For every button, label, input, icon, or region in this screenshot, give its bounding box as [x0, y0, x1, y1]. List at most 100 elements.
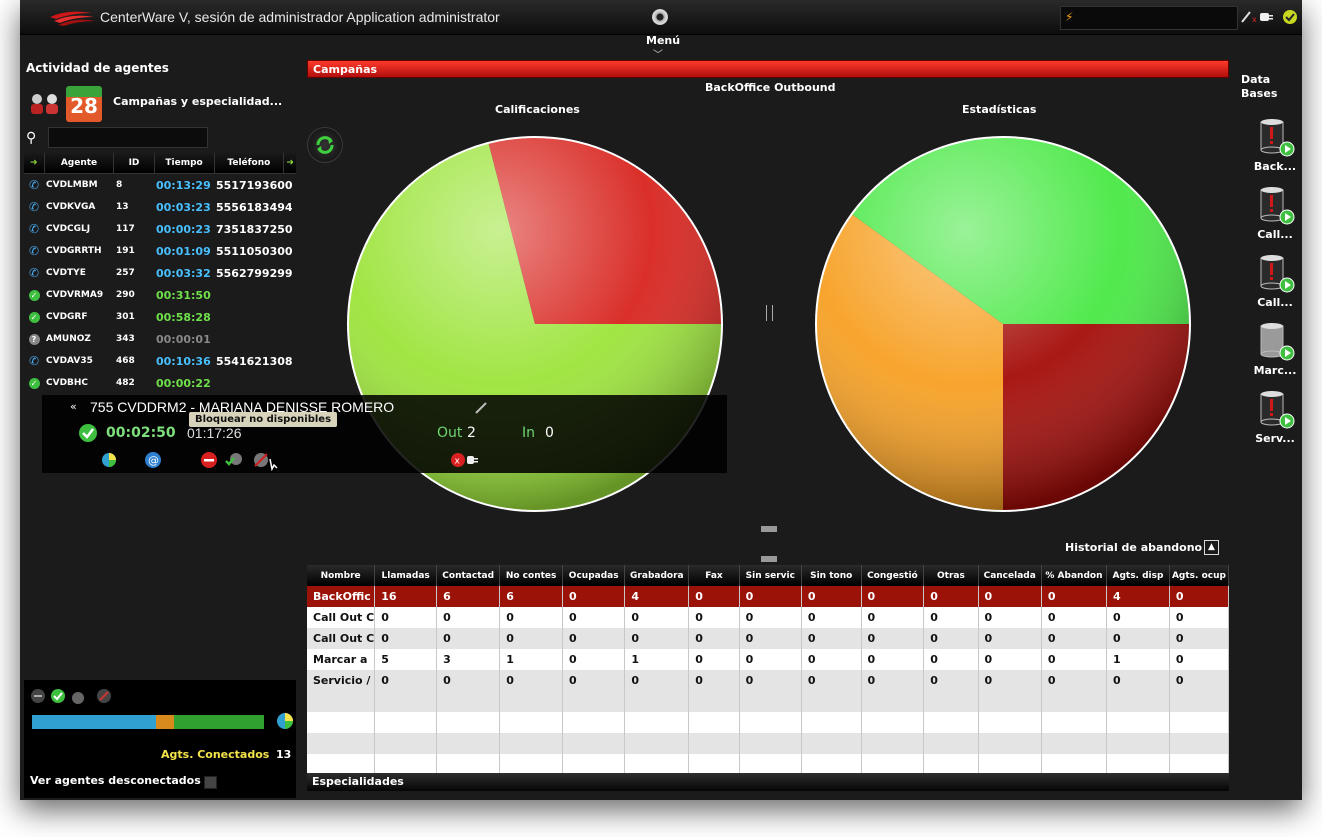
agent-row[interactable]: ✆ CVDGRRTH 191 00:01:09 5511050300: [24, 240, 296, 262]
column-agente[interactable]: Agente: [45, 153, 115, 173]
campaign-stats-table: Nombre Llamadas Contactad No contes Ocupadas…: [307, 565, 1230, 775]
menu-label[interactable]: Menú: [646, 34, 681, 47]
database-label: Call...: [1257, 228, 1293, 241]
agent-row[interactable]: ✆ CVDCGLJ 117 00:00:23 7351837250: [24, 218, 296, 240]
popup-block-unavailable-icon[interactable]: [252, 451, 278, 471]
table-column-header[interactable]: No contes: [499, 565, 563, 586]
table-cell: 0: [1169, 607, 1230, 628]
horizontal-splitter-handle-top[interactable]: [761, 526, 777, 532]
chart-right-title: Estadísticas: [962, 103, 1037, 116]
agent-row[interactable]: ✆ CVDAV35 468 00:10:36 5541621308: [24, 350, 296, 372]
table-column-header[interactable]: Grabadora: [624, 565, 690, 586]
table-row[interactable]: BackOffic 16 6 6 0 4 0 0 0 0 0 0 0 4 0: [307, 586, 1230, 607]
popup-available-icon[interactable]: [224, 451, 244, 469]
agent-row[interactable]: ✆ CVDTYE 257 00:03:32 5562799299: [24, 262, 296, 284]
available-status-icon: ✓: [28, 289, 40, 301]
menu-knob-icon[interactable]: [652, 9, 668, 25]
table-cell: 0: [499, 628, 563, 649]
table-column-header[interactable]: Congestió: [861, 565, 925, 586]
agent-status: ✆: [24, 266, 44, 280]
campaigns-header-bar[interactable]: Campañas: [307, 60, 1229, 78]
column-tiempo[interactable]: Tiempo: [155, 153, 215, 173]
agent-status: ✆: [24, 200, 44, 214]
database-item[interactable]: Marc...: [1250, 322, 1300, 377]
table-column-header[interactable]: Llamadas: [374, 565, 438, 586]
menu-chevron-icon[interactable]: ﹀: [653, 50, 663, 61]
column-id[interactable]: ID: [114, 153, 155, 173]
refresh-button[interactable]: [307, 127, 343, 163]
table-cell: [739, 733, 802, 754]
agents-summary-panel: Agts. Conectados 13 Ver agentes desconec…: [24, 680, 296, 798]
table-column-header[interactable]: Sin servic: [739, 565, 802, 586]
table-column-header[interactable]: Fax: [688, 565, 740, 586]
table-cell: [1169, 691, 1230, 712]
popup-disconnect-icon[interactable]: x: [450, 451, 480, 469]
connection-status-icons[interactable]: x: [1240, 8, 1300, 26]
table-cell: 0: [562, 628, 626, 649]
state-filter-icons[interactable]: [30, 686, 120, 708]
table-column-header[interactable]: Ocupadas: [562, 565, 626, 586]
database-item[interactable]: Back...: [1250, 118, 1300, 173]
agent-id: 482: [116, 378, 135, 388]
table-cell: 0: [688, 586, 740, 607]
agent-search-input[interactable]: [48, 127, 208, 148]
agent-detail-popup[interactable]: « 755 CVDDRM2 - MARIANA DENISSE ROMERO 0…: [42, 395, 727, 473]
table-cell: 0: [1169, 670, 1230, 691]
table-cell: [624, 712, 690, 733]
table-row[interactable]: Servicio /0 0 0 0 0 0 0 0 0 0 0 0 0 0: [307, 670, 1230, 691]
expand-left-arrow-icon[interactable]: ➜: [24, 153, 45, 173]
database-item[interactable]: Call...: [1250, 186, 1300, 241]
database-item[interactable]: Serv...: [1250, 390, 1300, 445]
phone-status-icon: ✆: [28, 244, 40, 258]
abandon-history-toggle-button[interactable]: ▲: [1204, 540, 1219, 555]
abandon-history-label: Historial de abandono: [1065, 541, 1203, 554]
svg-text:@: @: [148, 454, 159, 467]
show-disconnected-checkbox[interactable]: [204, 776, 217, 789]
table-cell: 0: [1041, 649, 1108, 670]
database-label: Marc...: [1253, 364, 1297, 377]
block-unavailable-tooltip: Bloquear no disponibles: [189, 412, 338, 427]
table-column-header[interactable]: Agts. disp: [1106, 565, 1170, 586]
agent-name: CVDKVGA: [46, 202, 96, 212]
agent-row[interactable]: ✓ CVDVRMA9 290 00:31:50: [24, 284, 296, 306]
collapse-popup-icon[interactable]: «: [70, 400, 77, 413]
vertical-splitter-handle[interactable]: [766, 305, 773, 321]
agent-id: 343: [116, 334, 135, 344]
calendar-badge[interactable]: 28: [66, 86, 102, 122]
table-column-header[interactable]: Otras: [923, 565, 979, 586]
table-column-header[interactable]: Cancelada: [978, 565, 1042, 586]
popup-unavailable-icon[interactable]: [200, 451, 218, 469]
campaign-specialty-selector[interactable]: Campañas y especialidad...: [113, 95, 283, 108]
table-column-header[interactable]: Agts. ocup: [1169, 565, 1230, 586]
specialties-header-bar[interactable]: Especialidades: [307, 773, 1229, 791]
agent-row[interactable]: ✆ CVDKVGA 13 00:03:23 5556183494: [24, 196, 296, 218]
table-cell: 0: [978, 628, 1042, 649]
agent-phone: 5562799299: [216, 266, 293, 280]
agent-row[interactable]: ✓ CVDGRF 301 00:58:28: [24, 306, 296, 328]
popup-phone-icon[interactable]: [474, 401, 488, 415]
table-cell: [307, 754, 376, 775]
table-column-header[interactable]: Nombre: [307, 565, 376, 586]
agent-id: 301: [116, 312, 135, 322]
table-column-header[interactable]: Contactad: [436, 565, 501, 586]
agent-row[interactable]: ✓ CVDBHC 482 00:00:22: [24, 372, 296, 394]
column-telefono[interactable]: Teléfono: [215, 153, 285, 173]
agent-row[interactable]: ? AMUNOZ 343 00:00:01: [24, 328, 296, 350]
expand-right-arrow-icon[interactable]: ➜: [286, 158, 294, 168]
agent-row[interactable]: ✆ CVDLMBM 8 00:13:29 5517193600: [24, 174, 296, 196]
database-item[interactable]: Call...: [1250, 254, 1300, 309]
top-search-input[interactable]: ⚡: [1060, 6, 1238, 30]
table-column-header[interactable]: Sin tono: [801, 565, 862, 586]
horizontal-splitter-handle-bottom[interactable]: [761, 556, 777, 562]
popup-email-icon[interactable]: @: [144, 451, 162, 469]
agents-group-icon[interactable]: [28, 90, 62, 116]
centerware-logo-icon: [50, 11, 95, 26]
pie-chart-icon[interactable]: [276, 712, 294, 730]
table-cell: 0: [861, 586, 925, 607]
table-column-header[interactable]: % Abandon: [1041, 565, 1108, 586]
popup-pie-icon[interactable]: [100, 451, 118, 469]
table-cell: [307, 712, 376, 733]
